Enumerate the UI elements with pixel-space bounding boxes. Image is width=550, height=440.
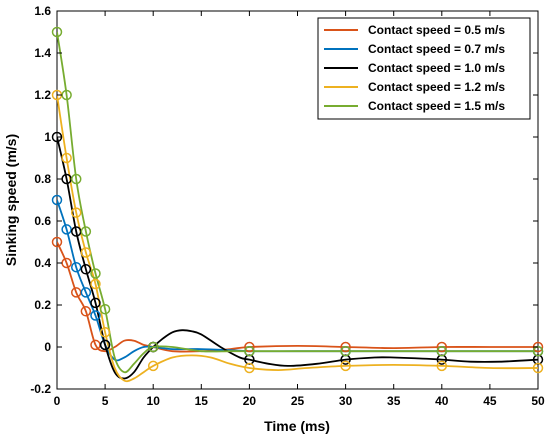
data-point-marker — [70, 261, 82, 273]
x-tick-label: 5 — [102, 394, 109, 408]
legend-label: Contact speed = 1.5 m/s — [368, 99, 505, 113]
y-axis-title: Sinking speed (m/s) — [3, 134, 19, 266]
y-tick-label: 0.2 — [34, 298, 51, 312]
data-point-marker — [51, 236, 63, 248]
data-point-marker — [99, 339, 111, 351]
x-tick-label: 30 — [339, 394, 353, 408]
data-point-marker — [80, 247, 92, 258]
y-tick-label: -0.2 — [30, 382, 51, 396]
x-tick-label: 50 — [531, 394, 545, 408]
data-point-marker — [80, 226, 92, 237]
x-tick-label: 40 — [435, 394, 449, 408]
data-point-marker — [340, 341, 351, 353]
y-tick-label: 0.8 — [34, 172, 51, 186]
y-tick-label: 1 — [44, 130, 51, 144]
data-point-marker — [90, 310, 101, 321]
x-tick-label: 10 — [147, 394, 161, 408]
legend: Contact speed = 0.5 m/s Contact speed = 0… — [317, 17, 531, 120]
data-point-marker — [147, 360, 159, 372]
x-tick-label: 25 — [291, 394, 305, 408]
data-point-marker — [90, 278, 101, 290]
data-point-marker — [70, 207, 82, 218]
data-point-marker — [51, 194, 63, 206]
data-point-marker — [436, 345, 448, 357]
data-point-marker — [436, 341, 448, 353]
data-point-marker — [99, 327, 111, 338]
x-tick-label: 20 — [243, 394, 257, 408]
data-point-marker — [61, 257, 72, 269]
axis-ticks: 0 5 10 15 20 25 30 35 40 45 50-0.200.20.40.60.811.… — [30, 4, 545, 408]
x-tick-label: 35 — [387, 394, 401, 408]
x-tick-label: 15 — [195, 394, 209, 408]
legend-label: Contact speed = 0.7 m/s — [368, 42, 505, 56]
data-point-marker — [532, 362, 544, 374]
legend-label: Contact speed = 1.2 m/s — [368, 80, 505, 94]
data-point-marker — [51, 26, 63, 38]
data-point-marker — [80, 264, 92, 275]
data-point-marker — [244, 345, 255, 357]
data-point-marker — [61, 152, 72, 164]
data-point-marker — [90, 268, 101, 279]
legend-label: Contact speed = 1.0 m/s — [368, 61, 505, 75]
x-axis-title: Time (ms) — [264, 418, 330, 434]
series-line-2 — [57, 136, 538, 380]
y-tick-label: 0 — [44, 340, 51, 354]
data-point-marker — [90, 297, 101, 309]
data-point-marker — [340, 360, 351, 372]
data-point-marker — [244, 362, 255, 374]
series-line-3 — [57, 94, 538, 383]
data-point-marker — [99, 303, 111, 315]
data-point-marker — [61, 224, 72, 235]
data-point-marker — [340, 345, 351, 357]
x-tick-label: 0 — [54, 394, 61, 408]
x-tick-label: 45 — [483, 394, 497, 408]
data-point-marker — [61, 89, 72, 101]
data-point-marker — [80, 287, 92, 298]
y-tick-label: 1.6 — [34, 4, 51, 18]
y-tick-label: 0.6 — [34, 214, 51, 228]
data-point-marker — [436, 360, 448, 372]
data-point-marker — [147, 341, 159, 353]
y-tick-label: 0.4 — [34, 256, 51, 270]
data-point-marker — [244, 341, 255, 353]
data-point-marker — [80, 306, 92, 317]
data-point-marker — [70, 173, 82, 185]
y-tick-label: 1.4 — [34, 46, 51, 60]
legend-label: Contact speed = 0.5 m/s — [368, 23, 505, 37]
y-tick-label: 1.2 — [34, 88, 51, 102]
